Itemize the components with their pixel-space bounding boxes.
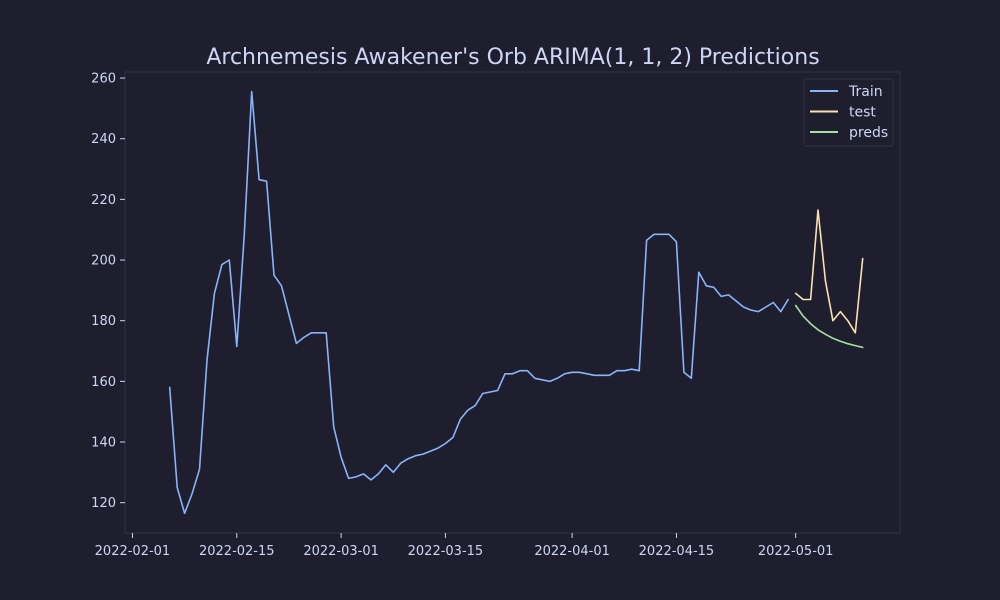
series-line-train [168,90,790,515]
chart-title: Archnemesis Awakener's Orb ARIMA(1, 1, 2… [206,45,819,70]
x-tick-label: 2022-02-15 [199,544,275,559]
y-tick-label: 180 [91,314,116,329]
y-tick-label: 160 [91,375,116,390]
series-line-preds [794,304,864,349]
legend-label-train: Train [848,84,883,100]
legend: Train test preds [803,78,894,147]
series-line-test [794,209,864,334]
y-tick-label: 120 [91,496,116,511]
x-tick-label: 2022-05-01 [758,544,834,559]
plot-frame [124,71,901,534]
x-tick-label: 2022-04-01 [534,544,610,559]
series-layer [168,90,864,515]
y-tick-label: 240 [91,132,116,147]
y-axis: 120 140 160 180 200 220 240 260 [91,72,125,511]
x-tick-label: 2022-04-15 [639,544,715,559]
y-tick-label: 260 [91,72,116,87]
x-axis: 2022-02-01 2022-02-15 2022-03-01 2022-03-15… [95,533,834,559]
x-tick-label: 2022-03-15 [408,544,484,559]
legend-label-test: test [849,105,876,121]
legend-label-preds: preds [849,125,888,141]
y-tick-label: 140 [91,436,116,451]
legend-box [803,78,894,147]
x-tick-label: 2022-03-01 [303,544,379,559]
x-tick-label: 2022-02-01 [95,544,171,559]
y-tick-label: 220 [91,193,116,208]
y-tick-label: 200 [91,254,116,269]
